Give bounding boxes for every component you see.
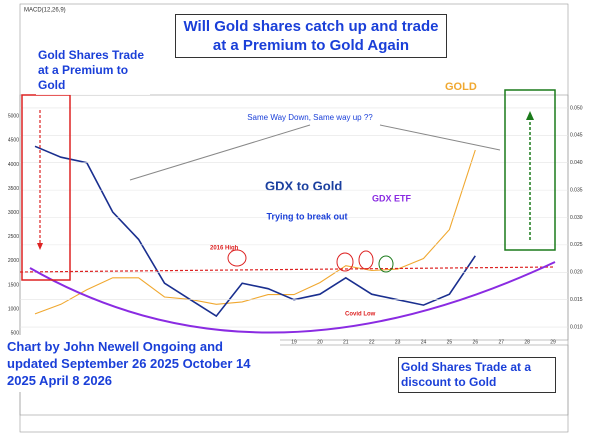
- discount-label: Gold Shares Trade at a discount to Gold: [398, 357, 556, 393]
- annotation: Trying to break out: [266, 211, 347, 221]
- y2-tick-label: 0.020: [570, 270, 583, 276]
- pointer: [379, 124, 501, 151]
- y2-tick-label: 0.015: [570, 297, 583, 303]
- arrow-head: [526, 111, 534, 120]
- x-tick-label: 27: [498, 339, 504, 345]
- annotation: Same Way Down, Same way up ??: [247, 113, 373, 122]
- x-tick-label: 20: [317, 339, 323, 345]
- x-tick-label: 26: [473, 339, 479, 345]
- circle: [358, 250, 374, 270]
- y2-tick-label: 0.010: [570, 324, 583, 330]
- x-tick-label: 23: [395, 339, 401, 345]
- y-tick-label: 3500: [8, 186, 19, 192]
- x-tick-label: 22: [369, 339, 375, 345]
- y2-tick-label: 0.040: [570, 160, 583, 166]
- y-tick-label: 1500: [8, 282, 19, 288]
- y2-tick-label: 0.030: [570, 215, 583, 221]
- premium-label: Gold Shares Trade at a Premium to Gold: [36, 46, 150, 95]
- premium-box: [21, 94, 71, 281]
- y2-tick-label: 0.035: [570, 187, 583, 193]
- y-tick-label: 500: [11, 331, 20, 337]
- y2-tick-label: 0.025: [570, 242, 583, 248]
- y-tick-label: 4500: [8, 138, 19, 144]
- credit: Chart by John Newell Ongoing and updated…: [4, 335, 280, 392]
- title: Will Gold shares catch up and trade at a…: [175, 14, 447, 58]
- annotation: GDX ETF: [372, 193, 412, 203]
- y-tick-label: 1000: [8, 306, 19, 312]
- y-tick-label: 2000: [8, 258, 19, 264]
- series-line: [34, 145, 476, 318]
- arrow-head: [37, 243, 43, 250]
- y-tick-label: 5000: [8, 114, 19, 120]
- series-label: GDX to Gold: [265, 178, 342, 193]
- x-tick-label: 24: [421, 339, 427, 345]
- annotation: Covid Low: [345, 312, 376, 318]
- resistance-line: [19, 266, 556, 273]
- y-tick-label: 3000: [8, 210, 19, 216]
- annotation: 2016 High: [210, 246, 239, 252]
- target-box: [504, 89, 556, 251]
- x-tick-label: 25: [447, 339, 453, 345]
- x-tick-label: 19: [291, 339, 297, 345]
- y2-tick-label: 0.050: [570, 105, 583, 111]
- x-tick-label: 21: [343, 339, 349, 345]
- macd-label: MACD(12,26,9): [24, 8, 66, 14]
- x-tick-label: 29: [550, 339, 556, 345]
- circle: [227, 249, 247, 267]
- y-tick-label: 4000: [8, 162, 19, 168]
- series-line: [34, 149, 476, 315]
- series-label: GOLD: [445, 81, 477, 93]
- arc: [29, 261, 556, 334]
- y2-tick-label: 0.045: [570, 133, 583, 139]
- pointer: [129, 124, 311, 181]
- x-tick-label: 28: [524, 339, 530, 345]
- y-tick-label: 2500: [8, 234, 19, 240]
- circle: [378, 255, 394, 273]
- circle: [336, 252, 354, 272]
